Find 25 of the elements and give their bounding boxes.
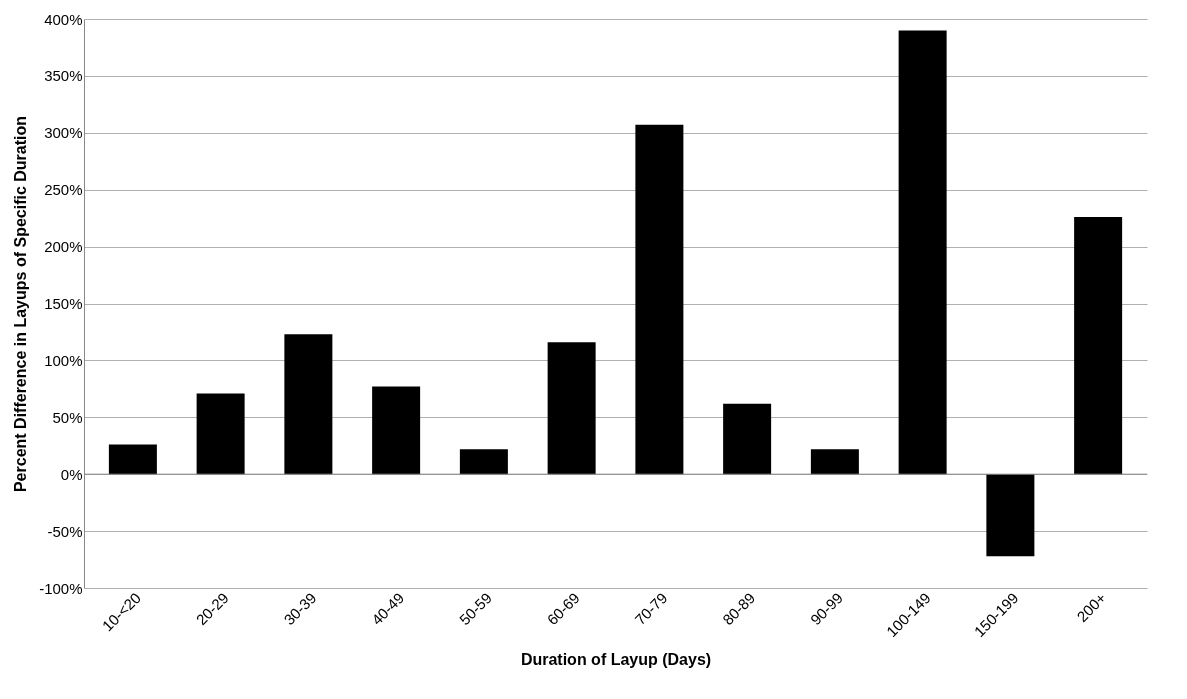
y-tick-label: 50%: [52, 408, 83, 426]
y-tick-label: 300%: [44, 124, 83, 142]
bar: [196, 393, 245, 475]
bar: [1074, 217, 1123, 475]
bar: [810, 449, 859, 475]
bar: [372, 386, 421, 475]
bar: [459, 449, 508, 475]
y-tick-label: 350%: [44, 67, 83, 85]
y-tick-label: 150%: [44, 295, 83, 312]
y-tick-label: -50%: [47, 522, 83, 540]
y-tick-label: 250%: [44, 181, 83, 199]
y-tick-label: 200%: [44, 238, 83, 256]
y-tick-label: 100%: [44, 351, 83, 369]
bar: [547, 342, 596, 475]
bar: [986, 474, 1035, 557]
bar: [723, 403, 772, 475]
bar: [284, 334, 333, 475]
y-tick-label: 0%: [60, 465, 83, 483]
bar: [898, 30, 947, 475]
x-axis-title: Duration of Layup (Days): [520, 651, 712, 669]
y-axis-title: Percent Difference in Layups of Specific Duration: [12, 115, 30, 493]
bar: [635, 124, 684, 475]
y-tick-label: -100%: [39, 579, 83, 597]
y-tick-label: 400%: [44, 10, 83, 28]
bar: [108, 444, 157, 475]
